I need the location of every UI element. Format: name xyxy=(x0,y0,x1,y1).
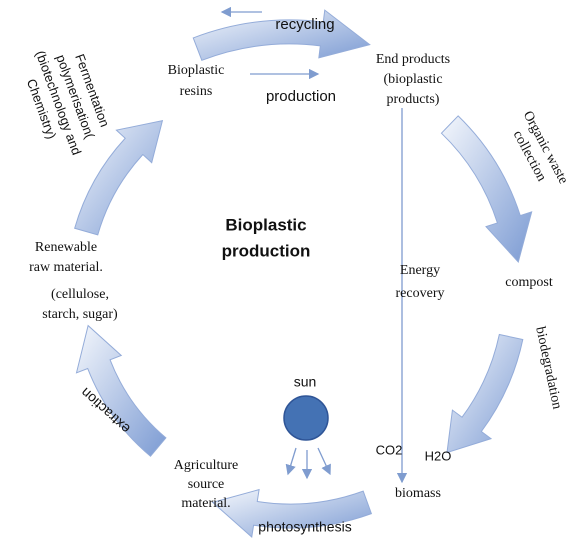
node-label: Agriculture xyxy=(174,458,239,473)
cycle-arrow xyxy=(74,120,164,236)
node-label: CO2 xyxy=(376,442,403,457)
sun xyxy=(283,395,329,441)
node-label: End products xyxy=(376,52,450,67)
cycle-arrows xyxy=(74,9,533,539)
node-label: source xyxy=(188,477,225,492)
node-label: Renewable xyxy=(35,240,97,255)
cycle-arrow xyxy=(446,333,524,454)
node-label: resins xyxy=(180,84,213,99)
node-label: starch, sugar) xyxy=(42,307,118,322)
node-label: Bioplastic xyxy=(168,63,225,78)
node-label: compost xyxy=(505,275,553,290)
cycle-arrow xyxy=(75,324,167,457)
node-label: recovery xyxy=(396,286,445,301)
node-label: raw material. xyxy=(29,260,103,275)
sun-ray xyxy=(317,447,331,476)
node-label: products) xyxy=(387,92,440,107)
arrow-label: biodegradation xyxy=(532,325,564,410)
node-label: (cellulose, xyxy=(51,287,109,302)
node-label: biomass xyxy=(395,486,441,501)
node-label: material. xyxy=(181,496,230,511)
cycle-arrow xyxy=(211,488,373,539)
arrow-label: recycling xyxy=(275,16,334,33)
title: production xyxy=(222,241,311,260)
arrow-label: photosynthesis xyxy=(258,519,351,535)
title: Bioplastic xyxy=(225,215,306,234)
node-label: sun xyxy=(294,374,317,390)
cycle-arrow xyxy=(440,115,533,263)
sun-ray xyxy=(285,447,297,476)
node-label: Energy xyxy=(400,263,440,278)
node-label: (bioplastic xyxy=(383,72,442,87)
cycle-arrow xyxy=(192,9,371,61)
node-label: H2O xyxy=(425,448,452,463)
arrow-label: production xyxy=(266,88,336,105)
